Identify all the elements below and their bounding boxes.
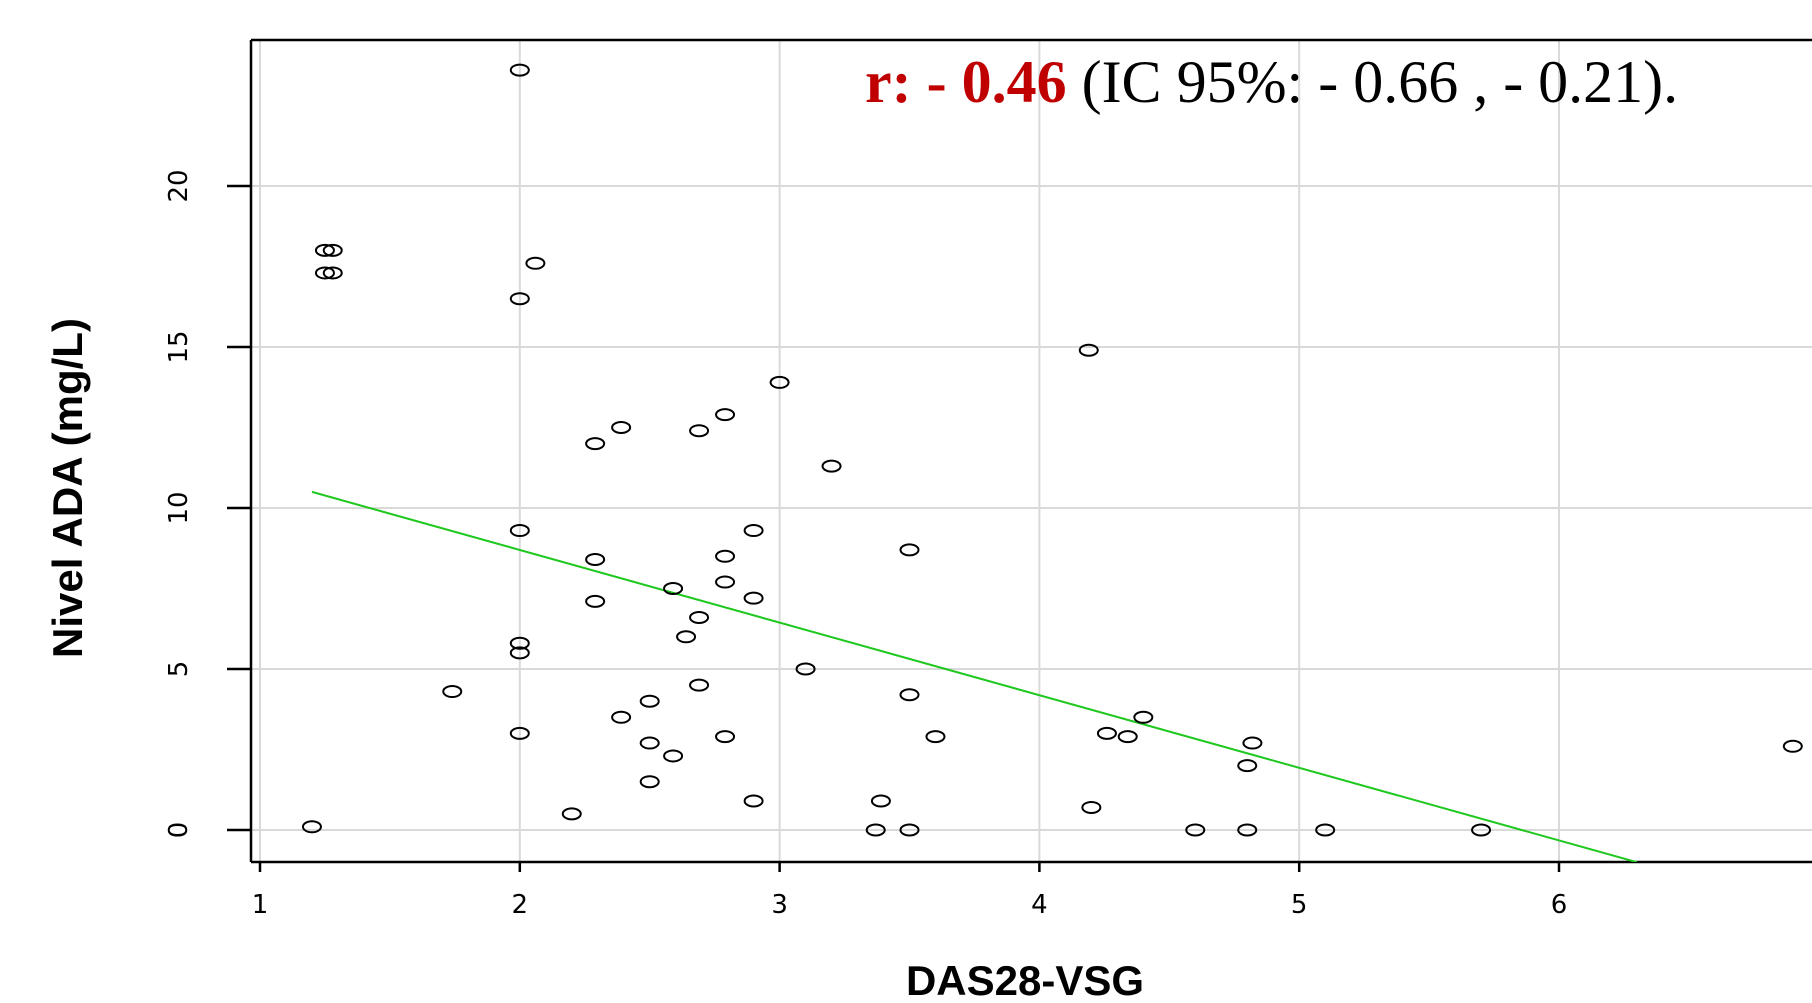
data-point	[870, 794, 891, 808]
data-point	[301, 820, 322, 834]
x-tick-label: 1	[252, 890, 269, 920]
data-point	[585, 437, 606, 451]
data-point	[743, 794, 764, 808]
data-point	[509, 636, 530, 650]
data-point	[322, 243, 343, 257]
data-point	[1237, 759, 1258, 773]
data-point	[795, 662, 816, 676]
data-point	[639, 736, 660, 750]
data-point	[663, 582, 684, 595]
data-point	[1471, 823, 1492, 837]
x-tick-label: 4	[1031, 890, 1048, 920]
x-tick-label: 7	[1811, 890, 1812, 920]
x-tick-label: 3	[771, 890, 788, 920]
x-axis-title: DAS28-VSG	[906, 957, 1144, 1003]
data-point	[1315, 823, 1336, 837]
correlation-coefficient: r: - 0.46	[865, 49, 1067, 115]
fit-line-layer	[311, 490, 1638, 862]
data-point	[561, 807, 582, 821]
data-point	[689, 424, 710, 438]
data-point	[689, 610, 710, 624]
y-tick-label: 0	[164, 822, 194, 839]
data-point	[899, 823, 920, 837]
y-tick-label: 10	[164, 491, 194, 524]
data-point	[1117, 730, 1138, 744]
axes	[227, 38, 1812, 872]
data-point	[821, 459, 842, 473]
data-point	[611, 710, 632, 724]
data-point	[1237, 823, 1258, 837]
data-point	[585, 594, 606, 608]
data-point	[509, 292, 530, 306]
y-axis-title: Nivel ADA (mg/L)	[44, 318, 91, 658]
data-point	[715, 575, 736, 589]
data-point	[1096, 726, 1117, 740]
data-point	[509, 726, 530, 740]
data-point	[1133, 710, 1154, 724]
data-point	[639, 694, 660, 708]
data-point	[715, 730, 736, 744]
x-tick-label: 5	[1291, 890, 1308, 920]
data-point	[925, 730, 946, 744]
grid	[251, 40, 1812, 862]
data-point	[585, 553, 606, 567]
data-point	[715, 408, 736, 422]
data-point	[1242, 736, 1263, 750]
data-point	[865, 823, 886, 837]
data-point	[899, 688, 920, 702]
data-point	[525, 256, 546, 270]
data-point	[314, 266, 335, 280]
data-point	[1078, 343, 1099, 357]
x-tick-label: 2	[512, 890, 529, 920]
data-point	[743, 524, 764, 538]
confidence-interval: (IC 95%: - 0.66 , - 0.21).	[1067, 49, 1679, 115]
data-point	[509, 63, 530, 77]
data-point	[1782, 739, 1803, 753]
correlation-annotation: r: - 0.46 (IC 95%: - 0.66 , - 0.21).	[865, 49, 1678, 115]
data-point	[676, 630, 697, 644]
data-point	[689, 678, 710, 692]
labels-layer: 1 2 3 4 5 6 7 0 5 10 15 20	[164, 169, 1812, 920]
data-point	[663, 749, 684, 763]
data-point	[1185, 823, 1206, 837]
y-tick-label: 5	[164, 661, 194, 678]
data-point	[639, 775, 660, 789]
data-point	[322, 266, 343, 280]
data-point	[442, 685, 463, 699]
data-point	[743, 591, 764, 605]
data-point	[509, 524, 530, 538]
regression-line	[311, 490, 1638, 862]
points-layer	[301, 63, 1803, 837]
data-point	[314, 243, 335, 257]
data-point	[899, 543, 920, 557]
x-tick-label: 6	[1551, 890, 1568, 920]
data-point	[715, 549, 736, 563]
data-point	[611, 421, 632, 434]
data-point	[1081, 800, 1102, 814]
data-point	[769, 375, 790, 389]
data-point	[509, 646, 530, 660]
y-tick-label: 15	[164, 330, 194, 363]
y-tick-label: 20	[164, 169, 194, 202]
